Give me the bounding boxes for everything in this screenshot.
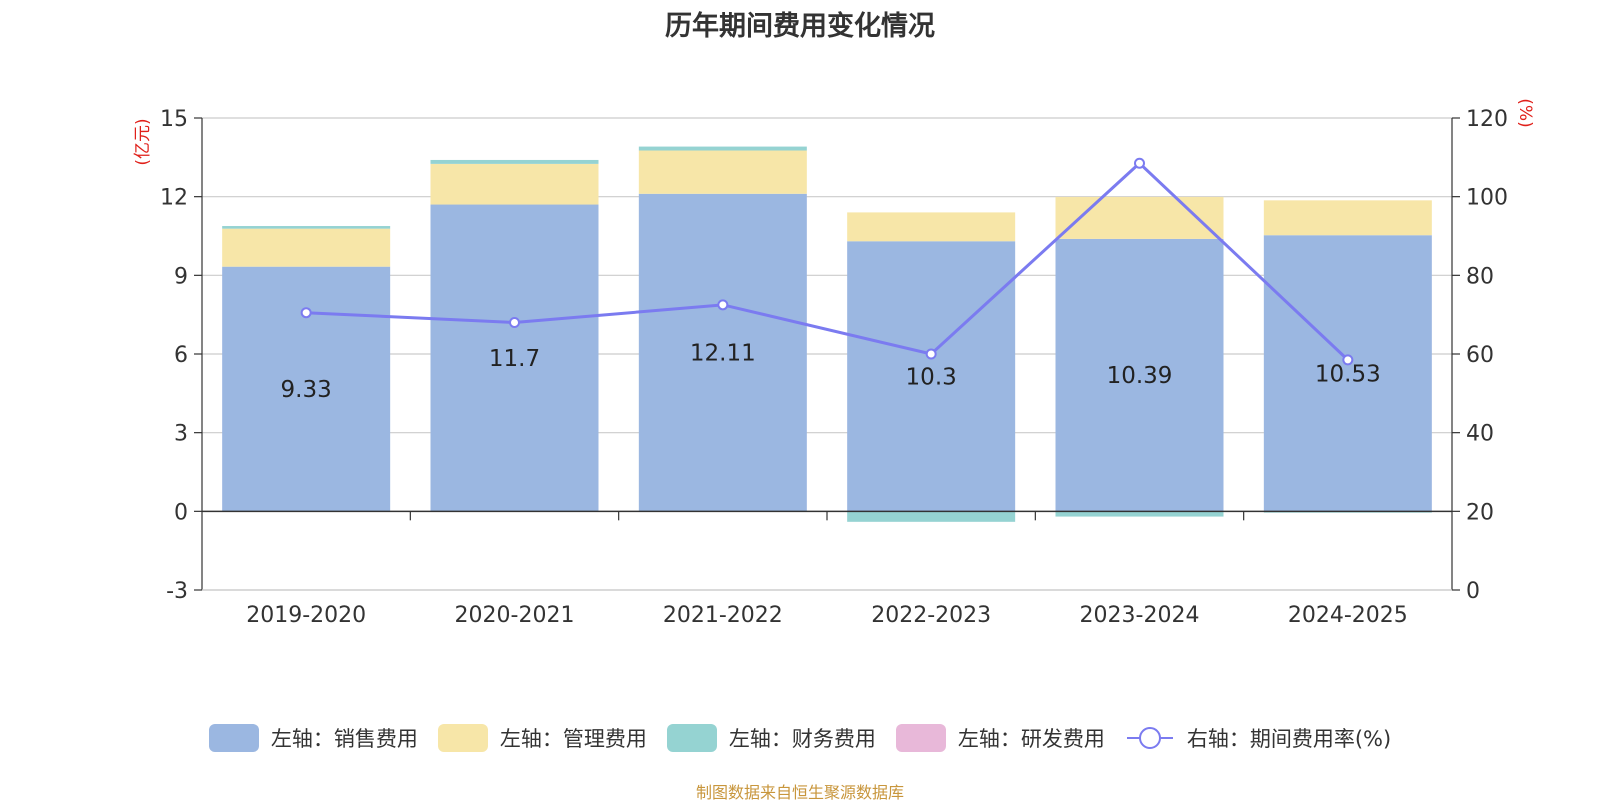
right-axis-unit: (%) — [1515, 98, 1535, 127]
category-label: 2024-2025 — [1288, 603, 1408, 628]
category-label: 2023-2024 — [1080, 603, 1200, 628]
category-label: 2021-2022 — [663, 603, 783, 628]
legend-item-admin[interactable]: 左轴：管理费用 — [437, 723, 647, 753]
axes: -3 0 3 6 9 12 15 0 20 40 60 80 100 120 2019-2020 2020-2… — [133, 98, 1535, 628]
legend-label: 左轴：销售费用 — [270, 727, 418, 751]
bar-admin-2019-2020 — [222, 228, 391, 267]
category-label: 2019-2020 — [246, 603, 366, 628]
rate-point-2024-2025 — [1342, 354, 1354, 366]
bar-admin-2021-2022 — [638, 150, 807, 194]
right-tick-label: 100 — [1466, 186, 1508, 211]
data-label: 10.3 — [906, 364, 957, 390]
right-tick-label: 80 — [1466, 264, 1494, 289]
legend-label: 左轴：财务费用 — [728, 727, 876, 751]
legend-item-rate_line[interactable]: 右轴：期间费用率(%) — [1125, 723, 1391, 753]
right-tick-label: 60 — [1466, 343, 1494, 368]
right-tick-label: 0 — [1466, 579, 1480, 604]
legend-label: 左轴：管理费用 — [499, 727, 647, 751]
left-tick-label: 3 — [174, 422, 188, 447]
legend-swatch-finance — [666, 724, 717, 752]
source-note: 制图数据来自恒生聚源数据库 — [695, 783, 904, 802]
right-tick-label: 20 — [1466, 500, 1494, 525]
rate-line — [306, 161, 1349, 361]
data-label: 12.11 — [690, 341, 756, 367]
left-tick-label: 12 — [160, 186, 188, 211]
bar-admin-2022-2023 — [847, 212, 1016, 242]
rate-point-2019-2020 — [300, 307, 312, 319]
legend: 左轴：销售费用 左轴：管理费用 左轴：财务费用 左轴：研发费用 右轴：期间费用率(%) — [0, 720, 1600, 756]
data-label: 11.7 — [489, 346, 540, 372]
bar-finance-2020-2021 — [430, 159, 599, 164]
rate-point-2022-2023 — [925, 348, 937, 360]
right-tick-label: 40 — [1466, 422, 1494, 447]
left-tick-label: 9 — [174, 264, 188, 289]
legend-swatch-rd — [895, 724, 946, 752]
category-label: 2022-2023 — [871, 603, 991, 628]
bar-finance-2023-2024 — [1055, 511, 1224, 517]
legend-item-rd[interactable]: 左轴：研发费用 — [895, 723, 1105, 753]
legend-label: 左轴：研发费用 — [957, 727, 1105, 751]
rate-point-2023-2024 — [1134, 157, 1145, 169]
bar-sales-2023-2024 — [1055, 238, 1224, 512]
right-tick-label: 120 — [1466, 107, 1508, 132]
data-label-layer: 9.33 11.7 12.11 10.3 10.39 10.53 — [281, 341, 1381, 403]
left-tick-label: 6 — [174, 343, 188, 368]
data-label: 10.53 — [1315, 361, 1381, 387]
left-tick-label: 0 — [174, 500, 188, 525]
rate-line-layer — [300, 157, 1354, 366]
bar-admin-2024-2025 — [1263, 200, 1432, 236]
bar-admin-2020-2021 — [430, 163, 599, 205]
legend-item-sales[interactable]: 左轴：销售费用 — [208, 723, 418, 753]
bar-layer — [222, 146, 1432, 522]
legend-line-icon — [1126, 727, 1173, 749]
legend-item-finance[interactable]: 左轴：财务费用 — [666, 723, 876, 753]
bar-finance-2019-2020 — [222, 226, 391, 229]
bar-sales-2022-2023 — [847, 241, 1016, 512]
data-label: 9.33 — [281, 377, 332, 403]
left-axis-unit: (亿元) — [133, 118, 153, 165]
bar-sales-2024-2025 — [1263, 235, 1432, 512]
data-label: 10.39 — [1107, 363, 1173, 389]
chart-title: 历年期间费用变化情况 — [665, 11, 935, 42]
bar-finance-2021-2022 — [638, 146, 807, 151]
rate-point-2021-2022 — [717, 299, 729, 311]
bar-finance-2022-2023 — [847, 511, 1016, 522]
left-tick-label: 15 — [160, 107, 188, 132]
rate-point-2020-2021 — [509, 317, 520, 329]
left-tick-label: -3 — [166, 579, 188, 604]
category-label: 2020-2021 — [455, 603, 575, 628]
bar-sales-2021-2022 — [638, 193, 807, 512]
bar-sales-2020-2021 — [430, 204, 599, 512]
legend-swatch-sales — [208, 724, 259, 752]
legend-swatch-admin — [437, 724, 488, 752]
legend-label: 右轴：期间费用率(%) — [1186, 727, 1392, 751]
